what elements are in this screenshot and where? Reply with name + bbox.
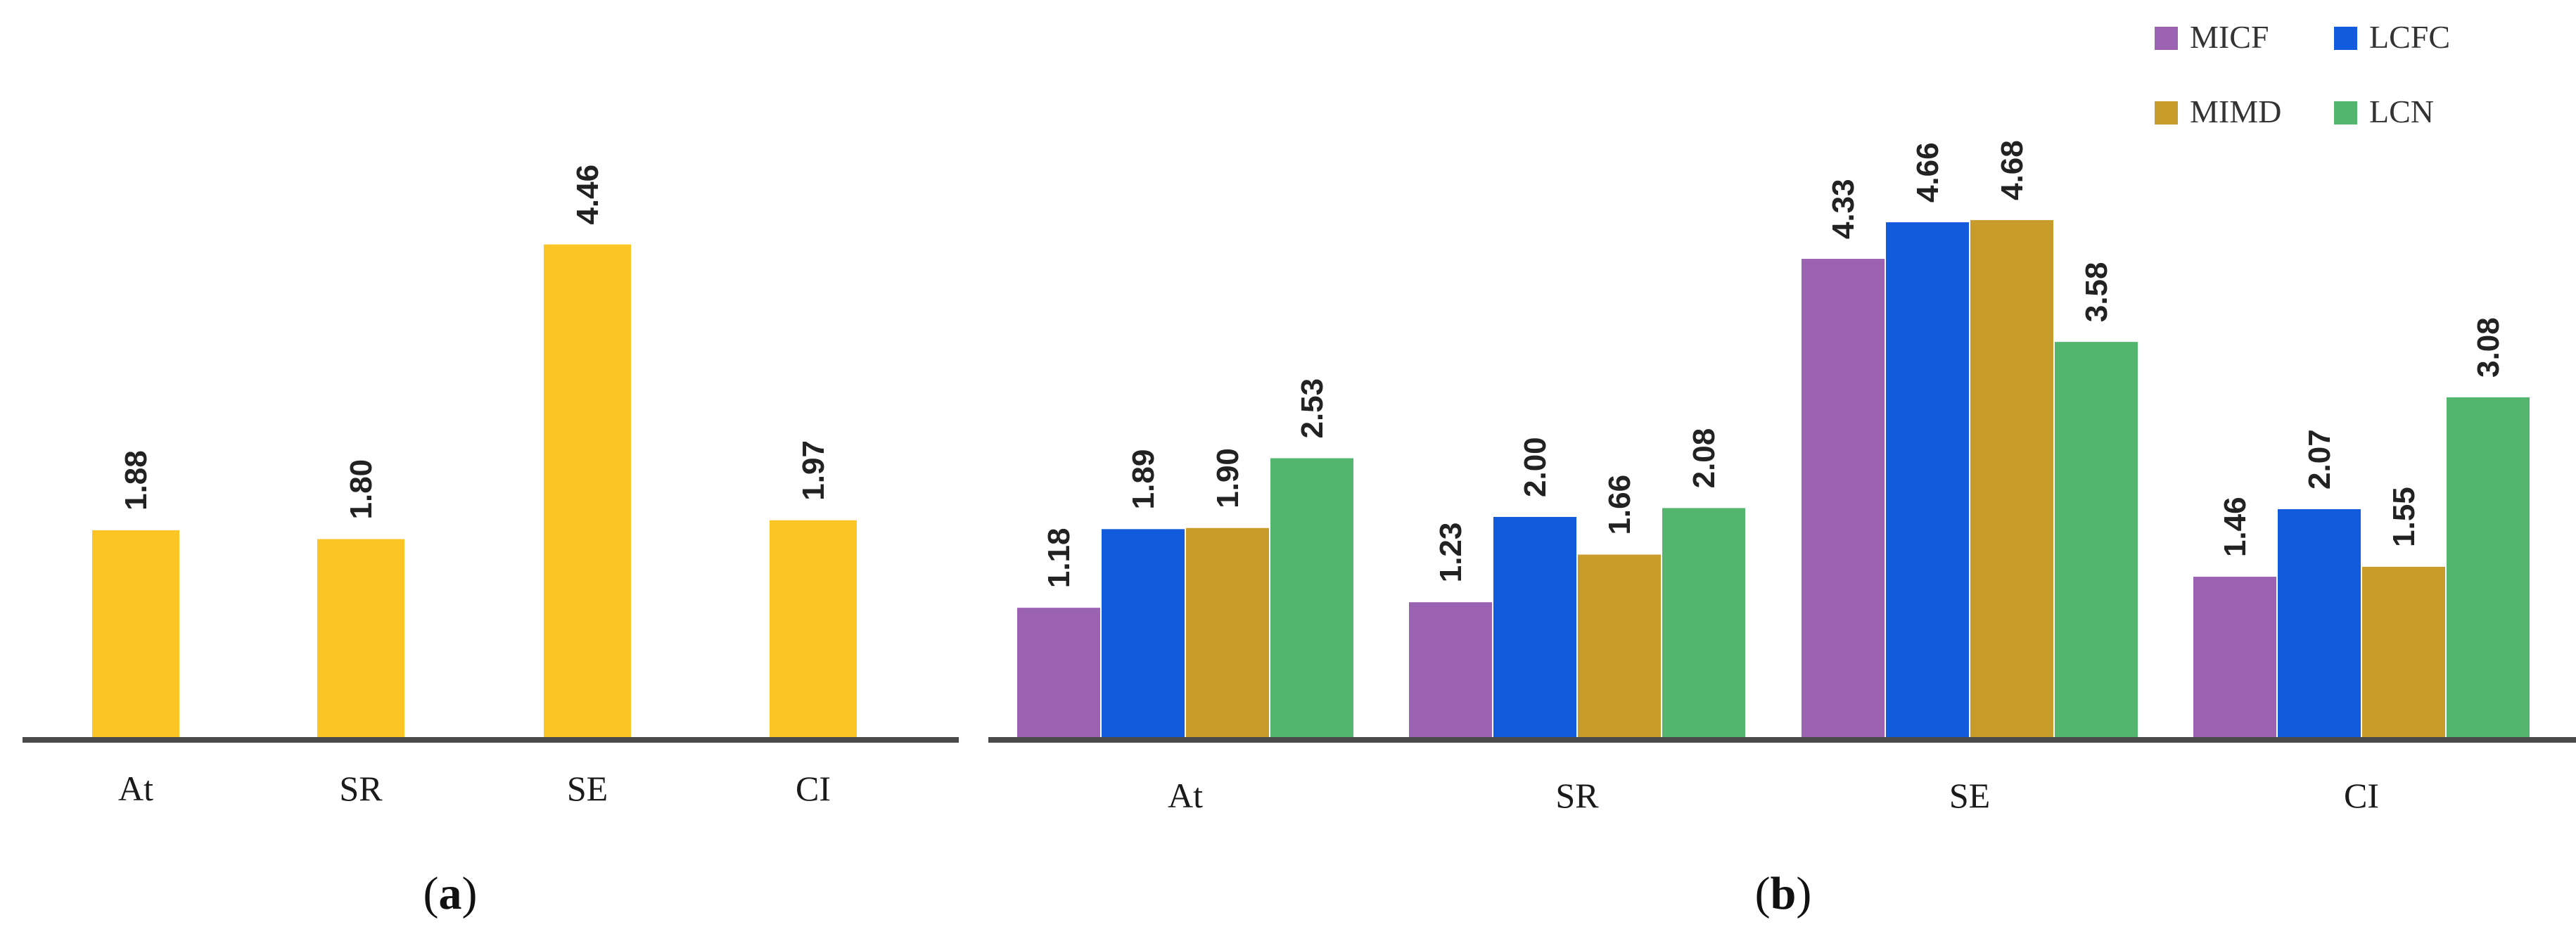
- value-label-b-LCN-CI: 3.08: [2471, 317, 2506, 378]
- tick-label-b-SR: SR: [1555, 776, 1599, 815]
- bar-b-MICF-At: [1017, 608, 1100, 738]
- value-label-b-MICF-SR: 1.23: [1434, 523, 1468, 583]
- bar-b-LCFC-CI: [2278, 508, 2361, 738]
- value-label-a-SE: 4.46: [570, 165, 605, 225]
- value-label-b-LCFC-At: 1.89: [1126, 449, 1161, 510]
- bar-b-MICF-CI: [2193, 577, 2276, 738]
- legend-swatch-LCFC: [2334, 27, 2357, 50]
- bar-b-LCFC-At: [1102, 529, 1185, 738]
- legend-label-LCN: LCN: [2369, 94, 2434, 129]
- bar-b-LCFC-SR: [1493, 517, 1576, 738]
- legend-swatch-LCN: [2334, 101, 2357, 124]
- value-label-b-LCFC-CI: 2.07: [2302, 429, 2337, 490]
- legend-label-MIMD: MIMD: [2190, 94, 2281, 129]
- bar-a-CI: [770, 520, 857, 738]
- value-label-b-LCN-At: 2.53: [1295, 378, 1330, 439]
- bar-b-MICF-SR: [1409, 602, 1492, 738]
- panel-label-b: (b): [1755, 868, 1812, 919]
- value-label-b-MIMD-SR: 1.66: [1602, 475, 1637, 535]
- legend-swatch-MIMD: [2155, 101, 2178, 124]
- bar-b-LCFC-SE: [1886, 222, 1969, 738]
- bar-b-MICF-SE: [1802, 259, 1885, 738]
- legend-label-MICF: MICF: [2190, 19, 2269, 55]
- value-label-a-SR: 1.80: [344, 459, 378, 520]
- value-label-b-LCN-SR: 2.08: [1687, 428, 1721, 489]
- value-label-b-MICF-CI: 1.46: [2218, 497, 2252, 557]
- bar-a-SR: [317, 539, 404, 738]
- legend-label-LCFC: LCFC: [2369, 19, 2450, 55]
- bar-b-MIMD-SR: [1578, 554, 1661, 738]
- value-label-b-LCN-SE: 3.58: [2079, 262, 2114, 323]
- value-label-b-LCFC-SR: 2.00: [1518, 437, 1552, 497]
- chart-legend: MICF LCFC MIMD LCN: [2155, 19, 2450, 129]
- tick-label-a-SR: SR: [339, 769, 383, 808]
- value-label-a-CI: 1.97: [796, 440, 831, 501]
- tick-label-a-SE: SE: [567, 769, 608, 808]
- bar-b-LCN-SE: [2055, 342, 2138, 738]
- bar-a-SE: [544, 244, 631, 738]
- tick-label-b-SE: SE: [1949, 776, 1990, 815]
- value-label-a-At: 1.88: [119, 450, 153, 511]
- bar-b-LCN-SR: [1662, 508, 1745, 738]
- bar-b-LCN-At: [1270, 458, 1353, 738]
- tick-label-b-CI: CI: [2344, 776, 2379, 815]
- value-label-b-MIMD-At: 1.90: [1211, 448, 1245, 508]
- value-label-b-MIMD-SE: 4.68: [1995, 140, 2029, 200]
- tick-label-a-CI: CI: [796, 769, 831, 808]
- value-label-b-LCFC-SE: 4.66: [1911, 142, 1945, 203]
- value-label-b-MIMD-CI: 1.55: [2387, 487, 2421, 547]
- bar-b-MIMD-CI: [2362, 566, 2445, 738]
- tick-label-b-At: At: [1168, 776, 1203, 815]
- bar-b-LCN-CI: [2447, 397, 2530, 738]
- value-label-b-MICF-SE: 4.33: [1826, 179, 1861, 239]
- legend-swatch-MICF: [2155, 27, 2178, 50]
- chart-panel-b: 1.18 1.23 4.33 1.46 1.89 2.00 4.66 2.07 1.90 1.66…: [988, 140, 2576, 919]
- chart-panel-a: 1.88 1.80 4.46 1.97 At SR SE CI (a): [23, 165, 959, 919]
- bar-b-MIMD-SE: [1970, 219, 2053, 738]
- value-label-b-MICF-At: 1.18: [1042, 528, 1076, 589]
- tick-label-a-At: At: [118, 769, 153, 808]
- bar-a-At: [92, 530, 179, 738]
- bar-b-MIMD-At: [1186, 527, 1269, 738]
- panel-label-a: (a): [423, 868, 478, 919]
